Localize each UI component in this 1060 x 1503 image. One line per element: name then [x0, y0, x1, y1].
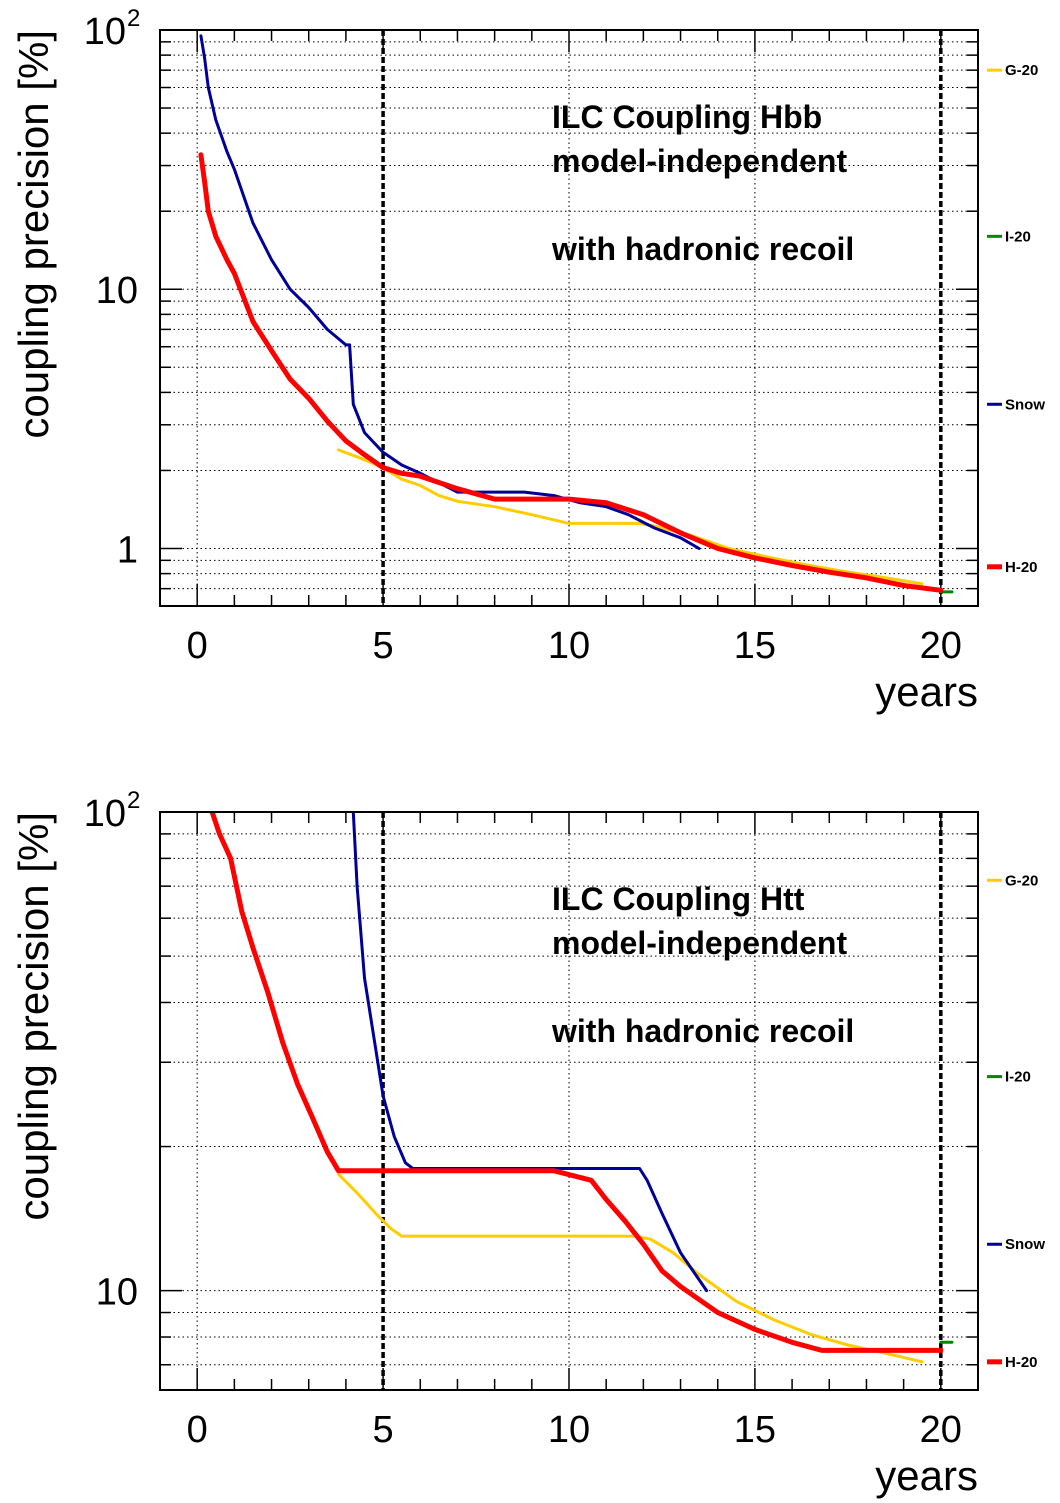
series-g-20-line	[337, 1172, 924, 1364]
series-group	[198, 34, 954, 594]
x-tick-label: 10	[548, 1409, 590, 1451]
x-tick-label: 10	[548, 625, 590, 667]
annotation-text: ILC Coupling Hbb	[552, 99, 822, 135]
legend-label-i-20: I-20	[1005, 228, 1031, 245]
legend-label-snow: Snow	[1005, 396, 1045, 413]
x-tick-label: 5	[373, 625, 394, 667]
annotation-text: model-independent	[552, 925, 847, 961]
x-tick-label: 0	[187, 625, 208, 667]
y-tick-label: 10	[96, 270, 138, 312]
y-tick-label: 1	[117, 529, 138, 571]
legend-label-h-20: H-20	[1005, 559, 1038, 576]
y-tick-exponent: 2	[127, 787, 140, 814]
annotation-text: with hadronic recoil	[551, 1013, 854, 1049]
legend-label-g-20: G-20	[1005, 872, 1038, 889]
legend-label-g-20: G-20	[1005, 62, 1038, 79]
plot-frame	[159, 29, 979, 607]
x-tick-label: 5	[373, 1409, 394, 1451]
annotation-text: ILC Coupling Htt	[552, 881, 805, 917]
y-axis-title: coupling precision [%]	[10, 30, 57, 439]
annotation-text: model-independent	[552, 143, 847, 179]
x-axis-title: years	[875, 1452, 978, 1499]
x-tick-label: 15	[734, 625, 776, 667]
legend-label-snow: Snow	[1005, 1236, 1045, 1253]
x-tick-label: 15	[734, 1409, 776, 1451]
series-h-20-line	[198, 152, 944, 593]
annotation-text: with hadronic recoil	[551, 231, 854, 267]
x-tick-label: 20	[920, 625, 962, 667]
legend-label-i-20: I-20	[1005, 1069, 1031, 1086]
y-tick-label: 10	[84, 793, 126, 835]
y-axis-title: coupling precision [%]	[10, 812, 57, 1221]
series-group	[209, 812, 954, 1364]
series-g-20-line	[337, 448, 924, 586]
x-axis-title: years	[875, 668, 978, 715]
x-tick-label: 20	[920, 1409, 962, 1451]
y-tick-exponent: 2	[127, 5, 140, 32]
series-h-20-line	[209, 812, 944, 1353]
legend-label-h-20: H-20	[1005, 1354, 1038, 1371]
series-snow-line	[199, 34, 701, 550]
plot-frame	[159, 811, 979, 1391]
x-tick-label: 0	[187, 1409, 208, 1451]
y-tick-label: 10	[96, 1272, 138, 1314]
y-tick-label: 10	[84, 11, 126, 53]
